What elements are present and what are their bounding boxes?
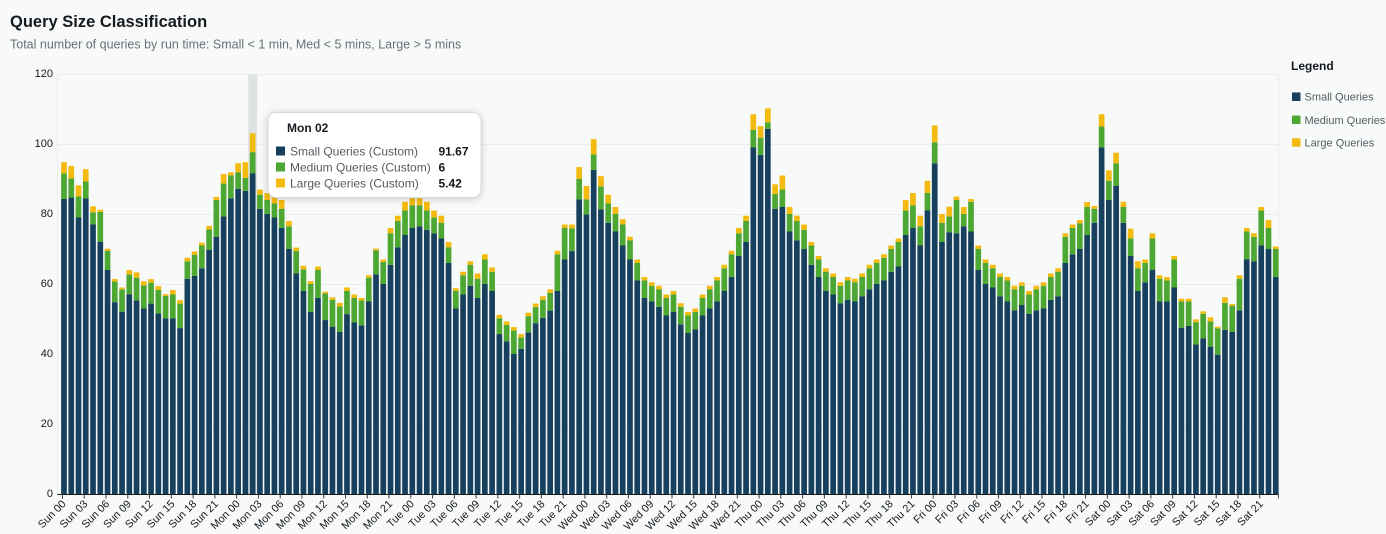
svg-text:Medium Queries (Custom): Medium Queries (Custom) bbox=[290, 161, 431, 175]
svg-text:Mon 02: Mon 02 bbox=[287, 121, 329, 135]
svg-text:Total number of queries by run: Total number of queries by run time: Sma… bbox=[10, 38, 461, 52]
svg-text:5.42: 5.42 bbox=[439, 177, 463, 191]
svg-text:80: 80 bbox=[41, 208, 53, 220]
svg-text:Small Queries: Small Queries bbox=[1305, 92, 1375, 104]
svg-text:Large Queries: Large Queries bbox=[1305, 138, 1375, 150]
svg-text:Medium Queries: Medium Queries bbox=[1305, 115, 1386, 127]
svg-text:Legend: Legend bbox=[1291, 59, 1334, 73]
svg-text:100: 100 bbox=[35, 138, 53, 150]
svg-text:0: 0 bbox=[47, 488, 53, 500]
svg-text:Small Queries (Custom): Small Queries (Custom) bbox=[290, 145, 418, 159]
svg-text:60: 60 bbox=[41, 278, 53, 290]
svg-text:6: 6 bbox=[439, 161, 446, 175]
svg-text:91.67: 91.67 bbox=[439, 145, 469, 159]
svg-text:Query Size Classification: Query Size Classification bbox=[10, 13, 207, 31]
svg-text:20: 20 bbox=[41, 418, 53, 430]
svg-text:Large Queries (Custom): Large Queries (Custom) bbox=[290, 177, 419, 191]
svg-text:120: 120 bbox=[35, 68, 53, 80]
svg-text:40: 40 bbox=[41, 348, 53, 360]
